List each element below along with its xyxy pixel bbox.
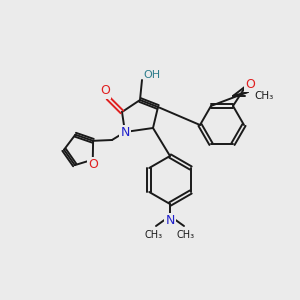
Text: CH₃: CH₃ — [254, 91, 273, 101]
Text: N: N — [165, 214, 175, 226]
Text: N: N — [120, 125, 130, 139]
Text: OH: OH — [143, 70, 161, 80]
Text: CH₃: CH₃ — [177, 230, 195, 240]
Text: O: O — [88, 158, 98, 171]
Text: O: O — [100, 85, 110, 98]
Text: CH₃: CH₃ — [145, 230, 163, 240]
Text: O: O — [245, 78, 255, 92]
